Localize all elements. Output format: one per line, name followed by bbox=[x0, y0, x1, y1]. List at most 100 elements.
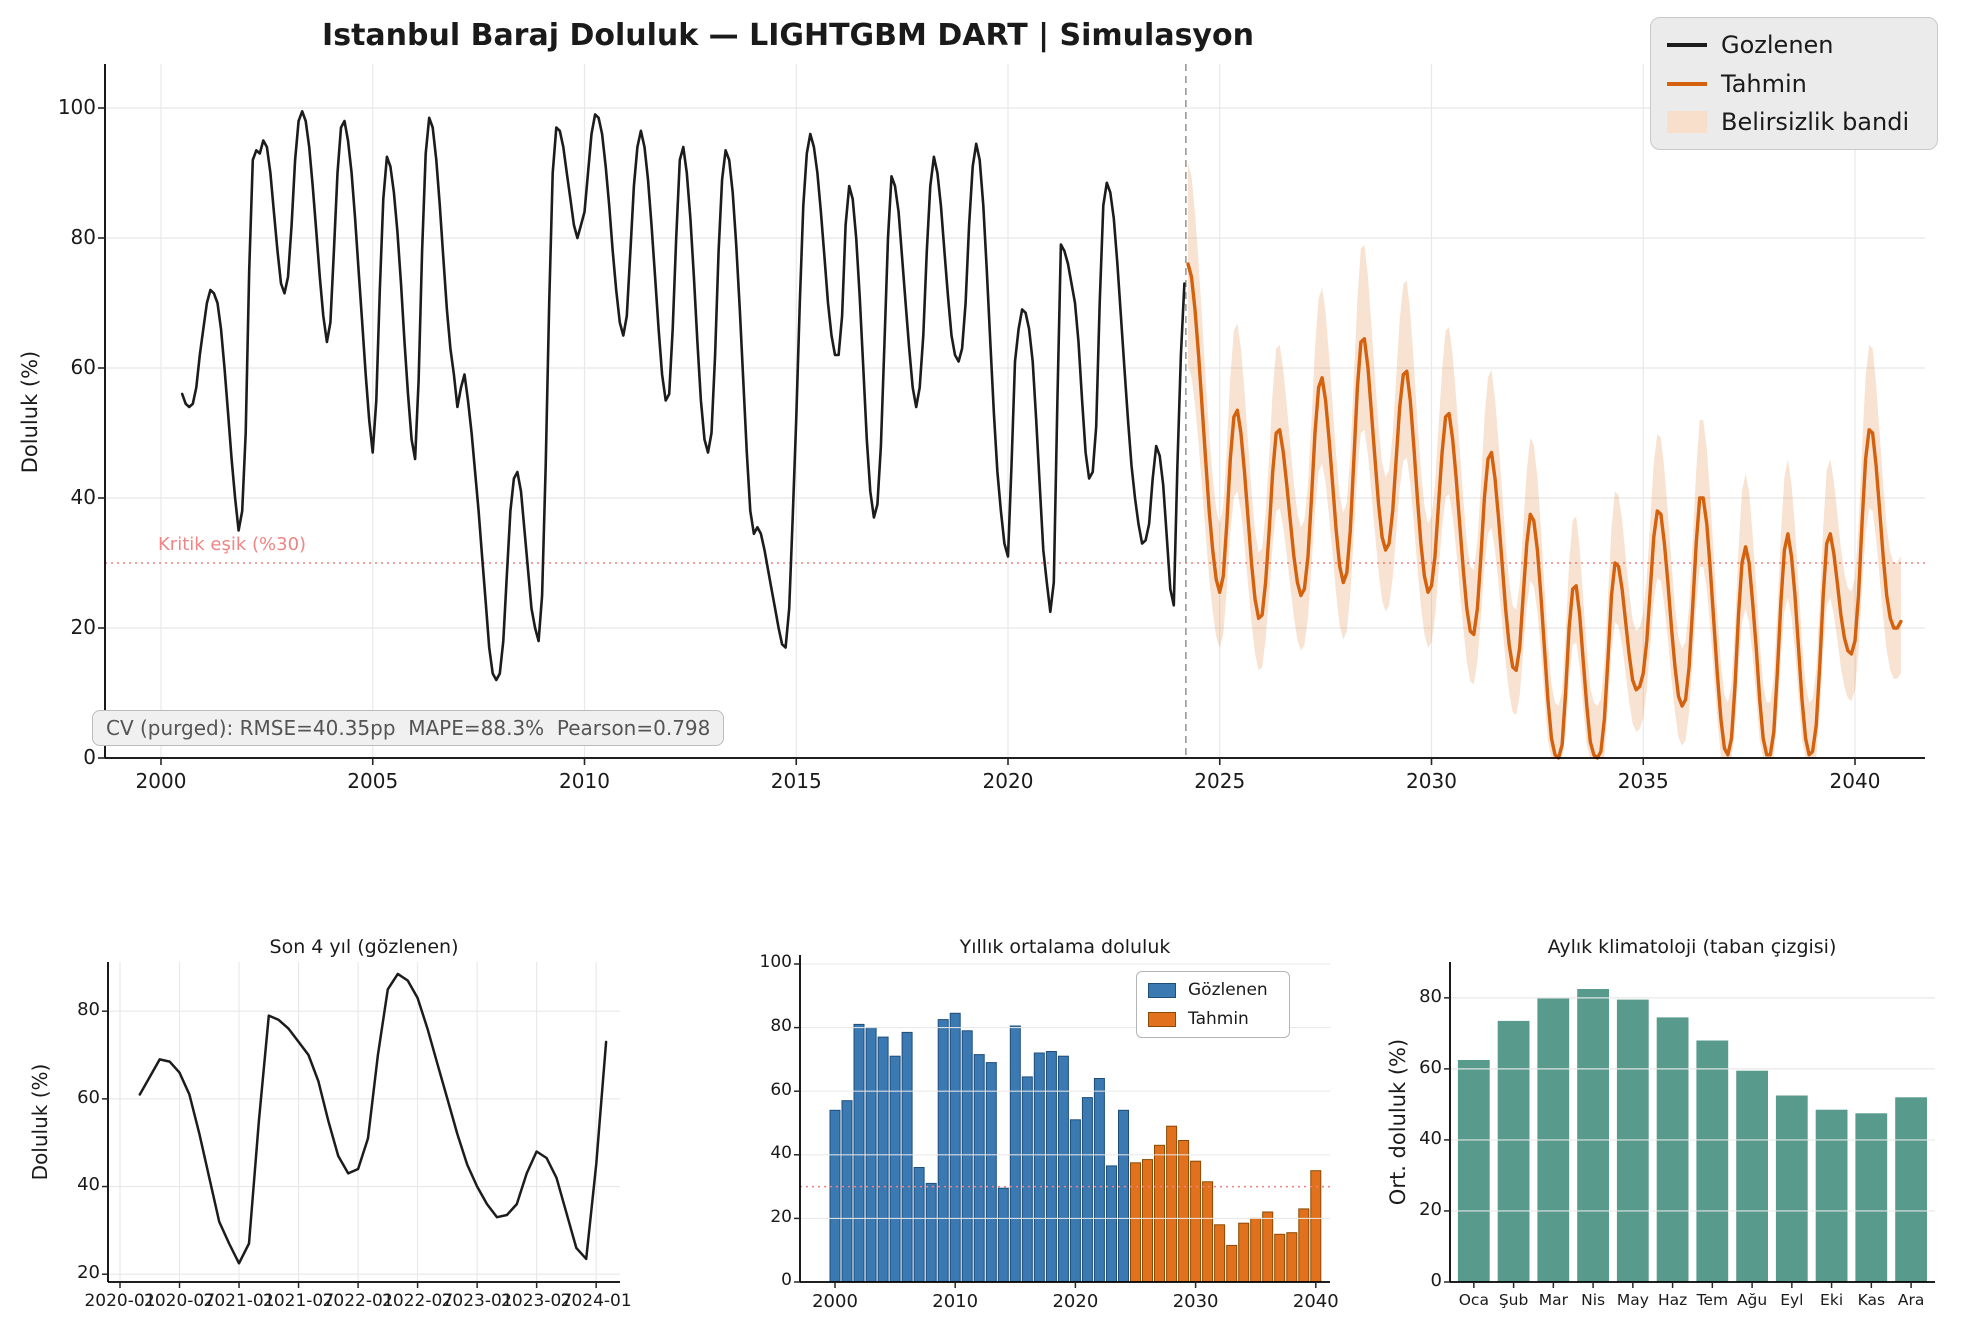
annual-bar bbox=[1045, 1051, 1057, 1283]
x-tick-label: Mar bbox=[1538, 1291, 1568, 1309]
x-tick-label: 2023-01 bbox=[441, 1291, 513, 1311]
y-tick-label: 60 bbox=[77, 1086, 100, 1108]
annual-bar bbox=[1081, 1097, 1093, 1283]
x-tick-label: 2020 bbox=[1052, 1291, 1099, 1312]
climatology-bar bbox=[1497, 1020, 1530, 1282]
climatology-bar bbox=[1656, 1017, 1689, 1282]
observed-bar-swatch bbox=[1148, 982, 1176, 998]
y-tick-label: 80 bbox=[1419, 985, 1442, 1007]
x-tick-label: 2020-07 bbox=[144, 1291, 216, 1311]
legend-label: Tahmin bbox=[1721, 69, 1807, 98]
main-legend: Gozlenen Tahmin Belirsizlik bandi bbox=[1650, 17, 1938, 150]
annual-bar bbox=[901, 1031, 913, 1283]
legend-label: Tahmin bbox=[1188, 1009, 1249, 1029]
climatology-bar bbox=[1815, 1109, 1848, 1282]
legend-item-forecast: Tahmin bbox=[1148, 1009, 1278, 1029]
annual-bar bbox=[1214, 1224, 1226, 1283]
climatology-chart-title: Aylık klimatoloji (taban çizgisi) bbox=[1547, 936, 1837, 958]
annual-bar bbox=[1298, 1208, 1310, 1283]
y-tick-label: 0 bbox=[83, 744, 96, 769]
y-tick-label: 40 bbox=[77, 1174, 100, 1196]
y-tick-label: 20 bbox=[77, 1262, 100, 1284]
y-tick-label: 20 bbox=[1419, 1198, 1442, 1220]
x-tick-label: 2022-01 bbox=[322, 1291, 394, 1311]
climatology-bar bbox=[1696, 1040, 1729, 1282]
x-tick-label: 2020 bbox=[982, 769, 1034, 793]
y-tick-label: 60 bbox=[70, 354, 96, 379]
x-tick-label: Ara bbox=[1897, 1291, 1925, 1309]
x-tick-label: 2035 bbox=[1617, 769, 1669, 793]
y-tick-label: 20 bbox=[70, 614, 96, 639]
uncertainty-band-swatch bbox=[1667, 111, 1707, 133]
annual-bar bbox=[1154, 1144, 1165, 1283]
recent-observed-line bbox=[138, 972, 608, 1265]
annual-bar bbox=[925, 1182, 937, 1283]
x-tick-label: 2000 bbox=[812, 1291, 858, 1312]
annual-bar bbox=[913, 1167, 925, 1283]
forecast-line bbox=[1186, 262, 1903, 760]
annual-bar bbox=[961, 1030, 973, 1283]
y-tick-label: 0 bbox=[781, 1270, 792, 1291]
annual-bar bbox=[1142, 1159, 1153, 1283]
uncertainty-band bbox=[1188, 162, 1901, 759]
cv-stats-box: CV (purged): RMSE=40.35pp MAPE=88.3% Pea… bbox=[92, 710, 725, 746]
annual-bar bbox=[985, 1062, 997, 1283]
x-tick-label: 2015 bbox=[770, 769, 822, 793]
x-tick-label: 2000 bbox=[135, 769, 187, 793]
annual-bar bbox=[1286, 1232, 1298, 1283]
x-tick-label: 2030 bbox=[1406, 769, 1457, 793]
x-tick-label: 2021-07 bbox=[263, 1291, 335, 1311]
y-tick-label: 20 bbox=[770, 1206, 792, 1227]
climatology-bar bbox=[1855, 1113, 1888, 1282]
legend-item-observed: Gozlenen bbox=[1667, 31, 1921, 59]
legend-item-band: Belirsizlik bandi bbox=[1667, 108, 1921, 136]
x-tick-label: Haz bbox=[1657, 1291, 1688, 1309]
climatology-bar bbox=[1895, 1097, 1927, 1282]
climatology-bar bbox=[1457, 1060, 1490, 1282]
x-tick-label: 2010 bbox=[559, 769, 610, 793]
annual-bar bbox=[1226, 1244, 1238, 1283]
annual-bar bbox=[1274, 1233, 1286, 1283]
annual-bar bbox=[1009, 1025, 1021, 1283]
annual-bar bbox=[877, 1036, 889, 1283]
recent-y-axis-label: Doluluk (%) bbox=[28, 1063, 52, 1181]
legend-label: Gözlenen bbox=[1188, 980, 1268, 1000]
y-tick-label: 60 bbox=[770, 1079, 792, 1100]
annual-bar bbox=[1033, 1052, 1045, 1283]
y-tick-label: 80 bbox=[770, 1016, 792, 1037]
annual-bar bbox=[949, 1012, 961, 1283]
legend-item-observed: Gözlenen bbox=[1148, 980, 1278, 1000]
recent-chart-title: Son 4 yıl (gözlenen) bbox=[269, 936, 459, 958]
forecast-bar-swatch bbox=[1148, 1011, 1176, 1027]
climatology-bar bbox=[1577, 989, 1609, 1282]
annual-bar bbox=[1021, 1076, 1033, 1283]
annual-bar bbox=[853, 1023, 865, 1283]
annual-bar bbox=[889, 1055, 901, 1283]
x-tick-label: Eki bbox=[1820, 1291, 1844, 1309]
legend-item-forecast: Tahmin bbox=[1667, 70, 1921, 98]
x-tick-label: 2040 bbox=[1292, 1291, 1339, 1312]
annual-bar bbox=[937, 1019, 949, 1283]
annual-bar bbox=[1069, 1119, 1081, 1283]
annual-bar bbox=[1250, 1217, 1262, 1283]
y-tick-label: 60 bbox=[1419, 1056, 1442, 1078]
y-tick-label: 80 bbox=[77, 999, 100, 1021]
annual-bar bbox=[1262, 1211, 1274, 1283]
annual-bar bbox=[1190, 1160, 1202, 1283]
annual-bar bbox=[1106, 1165, 1117, 1283]
x-tick-label: 2010 bbox=[932, 1291, 979, 1312]
annual-bar bbox=[1238, 1222, 1250, 1283]
annual-bar bbox=[829, 1109, 841, 1283]
annual-chart-title: Yıllık ortalama doluluk bbox=[959, 936, 1171, 958]
x-tick-label: Eyl bbox=[1780, 1291, 1804, 1309]
main-chart-title: Istanbul Baraj Doluluk — LIGHTGBM DART |… bbox=[322, 18, 1254, 53]
x-tick-label: 2030 bbox=[1172, 1291, 1219, 1312]
legend-label: Belirsizlik bandi bbox=[1721, 108, 1910, 136]
x-tick-label: 2023-07 bbox=[501, 1291, 573, 1311]
x-tick-label: Kas bbox=[1857, 1291, 1886, 1309]
y-tick-label: 80 bbox=[70, 224, 96, 249]
x-tick-label: 2020-01 bbox=[84, 1291, 156, 1311]
annual-bar bbox=[1202, 1181, 1214, 1283]
x-tick-label: Şub bbox=[1498, 1291, 1529, 1309]
